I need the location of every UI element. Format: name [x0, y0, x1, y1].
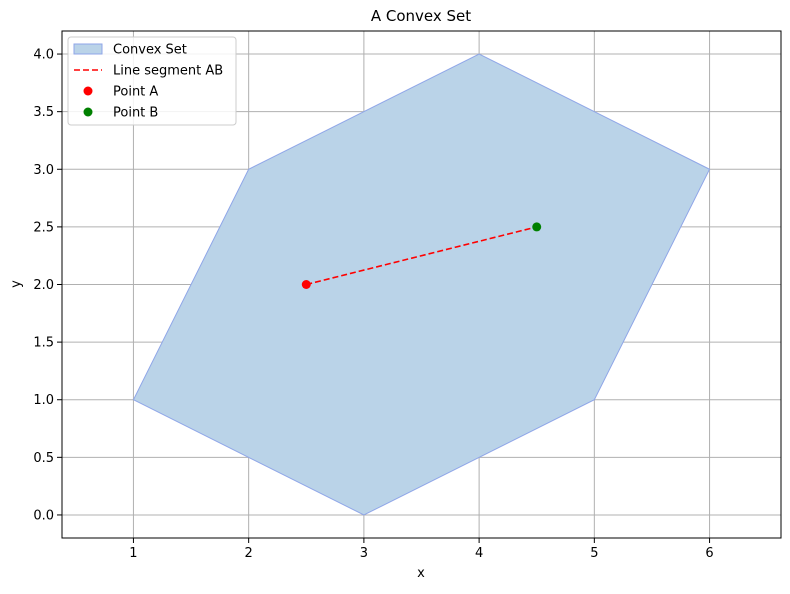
chart-title: A Convex Set: [371, 7, 471, 25]
y-tick-label: 3.0: [33, 163, 54, 178]
x-tick-label: 1: [129, 546, 137, 561]
y-tick-label: 2.5: [33, 220, 54, 235]
legend-swatch-point-a: [83, 86, 93, 96]
convex-set-polygon: [132, 53, 711, 516]
x-tick-label: 6: [705, 546, 713, 561]
y-tick-label: 2.0: [33, 278, 54, 293]
x-axis-label: x: [417, 566, 425, 581]
y-tick-label: 4.0: [33, 48, 54, 63]
line-segment-ab: [306, 226, 537, 286]
y-tick-label: 3.5: [33, 105, 54, 120]
legend-label: Point A: [113, 85, 158, 100]
point-b-marker: [532, 222, 542, 232]
legend-swatch-point-b: [83, 107, 93, 117]
x-tick-label: 3: [360, 546, 368, 561]
y-tick-label: 1.0: [33, 393, 54, 408]
y-tick-label: 0.0: [33, 508, 54, 523]
legend-label: Convex Set: [113, 43, 187, 58]
x-tick-label: 2: [245, 546, 253, 561]
axis-ticks: 1 2 3 4 5 6 0.0 0.5 1.0 1.5 2.0 2.5 3.0 3.5 4.0: [33, 48, 713, 561]
legend-swatch-convex-set: [73, 43, 103, 55]
y-tick-label: 1.5: [33, 336, 54, 351]
legend-label: Line segment AB: [113, 64, 223, 79]
y-axis-label: y: [9, 280, 24, 288]
legend-label: Point B: [113, 106, 158, 121]
x-tick-label: 5: [590, 546, 598, 561]
legend: Convex Set Line segment AB Point A Point B: [67, 36, 237, 126]
plot-data: [132, 53, 711, 516]
legend-box: [67, 36, 237, 126]
x-tick-label: 4: [475, 546, 483, 561]
point-a-marker: [301, 280, 311, 289]
y-tick-label: 0.5: [33, 451, 54, 466]
